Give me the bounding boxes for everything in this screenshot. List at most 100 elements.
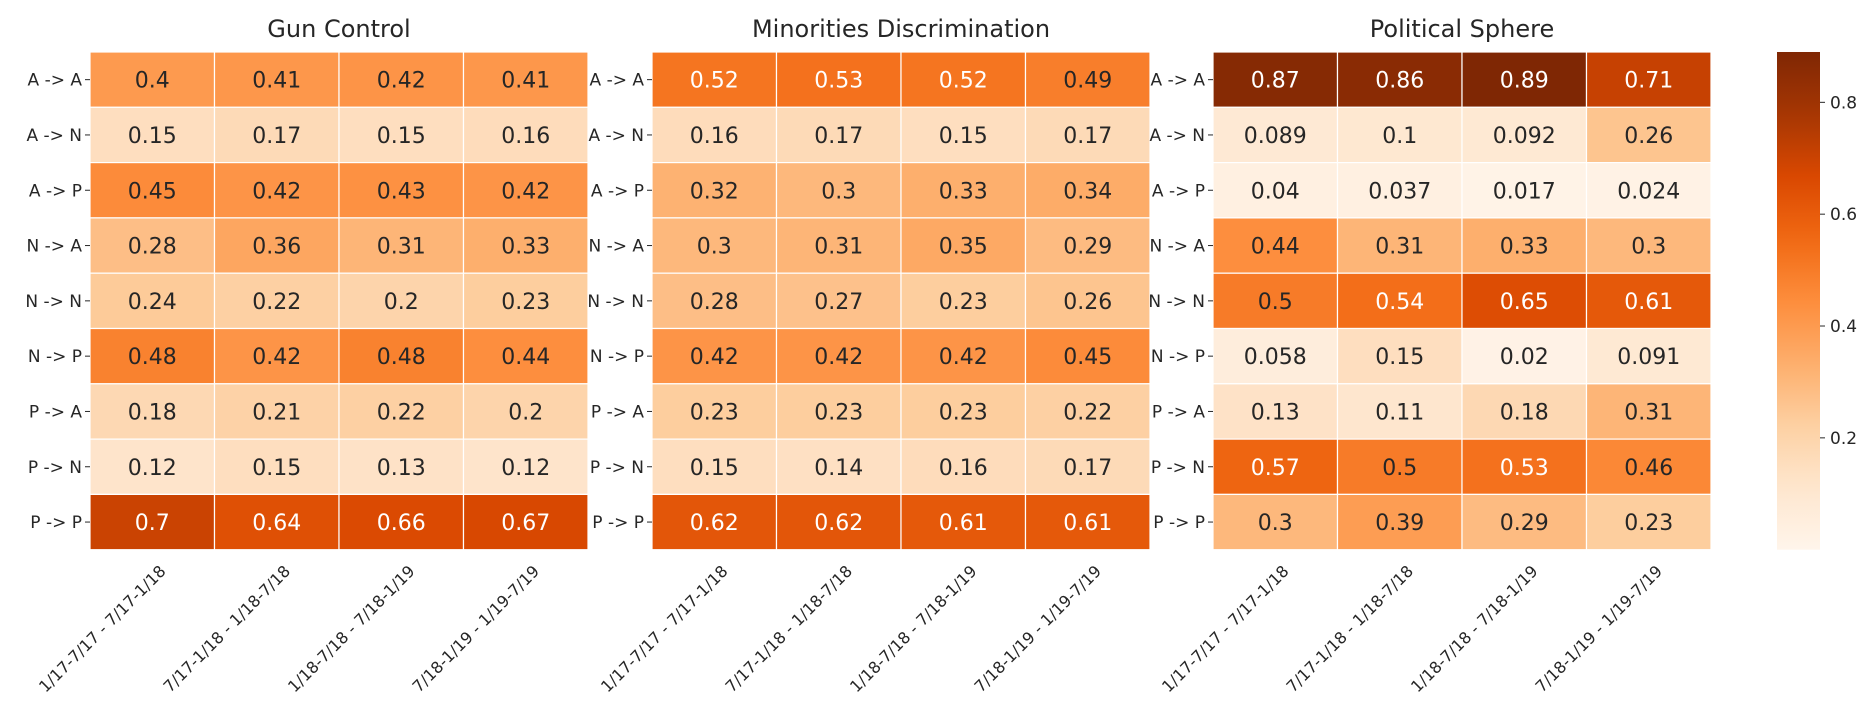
cell-value-label: 0.32 — [690, 179, 739, 204]
cell-value-label: 0.42 — [252, 179, 301, 204]
cell-value-label: 0.23 — [939, 400, 988, 425]
cell-value-label: 0.4 — [135, 69, 170, 94]
cell-value-label: 0.017 — [1493, 179, 1556, 204]
heatmap-cell — [338, 438, 465, 496]
cell-value-label: 0.15 — [128, 124, 177, 149]
row-tick-label: P -> A — [29, 402, 82, 422]
heatmap-cell — [1461, 217, 1588, 274]
cell-value-label: 0.42 — [690, 345, 739, 370]
cell-value-label: 0.5 — [1258, 290, 1293, 315]
cell-value-label: 0.23 — [814, 400, 863, 425]
row-tick-label: N -> A — [1149, 237, 1205, 257]
cell-value-label: 0.31 — [814, 235, 863, 260]
row-tick-label: N -> N — [25, 292, 82, 312]
cell-value-label: 0.27 — [814, 290, 863, 315]
heatmap-cell — [1212, 217, 1339, 274]
column-tick-label: 7/17-1/18 - 1/18-7/18 — [722, 562, 857, 697]
heatmap-cell — [1024, 383, 1151, 440]
cell-value-label: 0.16 — [501, 124, 550, 149]
cell-value-label: 0.29 — [1500, 511, 1549, 536]
heatmap-cell — [89, 327, 216, 385]
cell-value-label: 0.48 — [377, 345, 426, 370]
row-tick-label: A -> A — [1151, 71, 1206, 91]
heatmap-cell — [775, 438, 902, 496]
heatmap-cell — [213, 162, 340, 219]
cell-value-label: 0.48 — [128, 345, 177, 370]
cell-value-label: 0.17 — [1063, 456, 1112, 481]
cell-value-label: 0.092 — [1493, 124, 1556, 149]
row-tick-label: A -> A — [590, 71, 645, 91]
column-tick-label: 7/18-1/19 - 1/19-7/19 — [409, 562, 544, 697]
cell-value-label: 0.67 — [501, 511, 550, 536]
row-tick-label: A -> N — [1149, 126, 1205, 146]
heatmap-cell — [1024, 438, 1151, 496]
cell-value-label: 0.2 — [384, 290, 419, 315]
cell-value-label: 0.64 — [252, 511, 301, 536]
cell-value-label: 0.15 — [939, 124, 988, 149]
heatmap-cell — [1461, 327, 1588, 385]
cell-value-label: 0.12 — [501, 456, 550, 481]
cell-value-label: 0.058 — [1244, 345, 1307, 370]
cell-value-label: 0.26 — [1624, 124, 1673, 149]
cell-value-label: 0.18 — [128, 400, 177, 425]
cell-value-label: 0.31 — [377, 235, 426, 260]
cell-value-label: 0.42 — [501, 179, 550, 204]
cell-value-label: 0.66 — [377, 511, 426, 536]
heatmap-cell — [89, 383, 216, 440]
cell-value-label: 0.17 — [252, 124, 301, 149]
heatmap-cell — [462, 383, 589, 440]
row-tick-label: P -> N — [590, 458, 644, 478]
cell-value-label: 0.02 — [1500, 345, 1549, 370]
column-tick-label: 1/17-7/17 - 7/17-1/18 — [597, 562, 732, 697]
row-tick-label: N -> A — [588, 237, 644, 257]
cell-value-label: 0.62 — [690, 511, 739, 536]
cell-value-label: 0.33 — [1500, 235, 1549, 260]
cell-value-label: 0.28 — [128, 235, 177, 260]
heatmap-cell — [1585, 106, 1712, 164]
panel-title: Minorities Discrimination — [752, 15, 1050, 43]
heatmap-cell — [1585, 51, 1712, 108]
heatmap-cell — [1212, 51, 1339, 108]
cell-value-label: 0.39 — [1375, 511, 1424, 536]
row-tick-label: P -> P — [30, 513, 82, 533]
cell-value-label: 0.71 — [1624, 69, 1673, 94]
heatmap-cell — [1461, 438, 1588, 496]
cell-value-label: 0.3 — [697, 235, 732, 260]
cell-value-label: 0.34 — [1063, 179, 1112, 204]
cell-value-label: 0.33 — [939, 179, 988, 204]
heatmap-cell — [462, 106, 589, 164]
heatmap-cell — [1212, 383, 1339, 440]
column-tick-label: 7/17-1/18 - 1/18-7/18 — [1283, 562, 1418, 697]
column-tick-label: 1/17-7/17 - 7/17-1/18 — [35, 562, 170, 697]
cell-value-label: 0.89 — [1500, 69, 1549, 94]
cell-value-label: 0.12 — [128, 456, 177, 481]
heatmap-cell — [89, 438, 216, 496]
cell-value-label: 0.15 — [377, 124, 426, 149]
cell-value-label: 0.22 — [1063, 400, 1112, 425]
heatmap-cell — [213, 51, 340, 108]
row-tick-label: N -> P — [590, 347, 644, 367]
cell-value-label: 0.16 — [690, 124, 739, 149]
cell-value-label: 0.14 — [814, 456, 863, 481]
cell-value-label: 0.23 — [939, 290, 988, 315]
cell-value-label: 0.5 — [1382, 456, 1417, 481]
heatmap-cell — [338, 327, 465, 385]
heatmap-cell — [213, 217, 340, 274]
column-tick-label: 1/17-7/17 - 7/17-1/18 — [1158, 562, 1293, 697]
cell-value-label: 0.41 — [252, 69, 301, 94]
cell-value-label: 0.7 — [135, 511, 170, 536]
cell-value-label: 0.53 — [814, 69, 863, 94]
heatmap-cell — [462, 272, 589, 330]
cell-value-label: 0.04 — [1251, 179, 1300, 204]
heatmap-cell — [338, 51, 465, 108]
row-tick-label: P -> A — [591, 402, 644, 422]
colorbar: 0.2 0.4 0.6 0.8 — [1777, 52, 1857, 550]
cell-value-label: 0.22 — [377, 400, 426, 425]
cell-value-label: 0.024 — [1617, 179, 1680, 204]
cell-value-label: 0.62 — [814, 511, 863, 536]
row-tick-label: P -> N — [28, 458, 82, 478]
cell-value-label: 0.18 — [1500, 400, 1549, 425]
row-tick-label: A -> P — [1152, 181, 1205, 201]
cell-value-label: 0.3 — [821, 179, 856, 204]
